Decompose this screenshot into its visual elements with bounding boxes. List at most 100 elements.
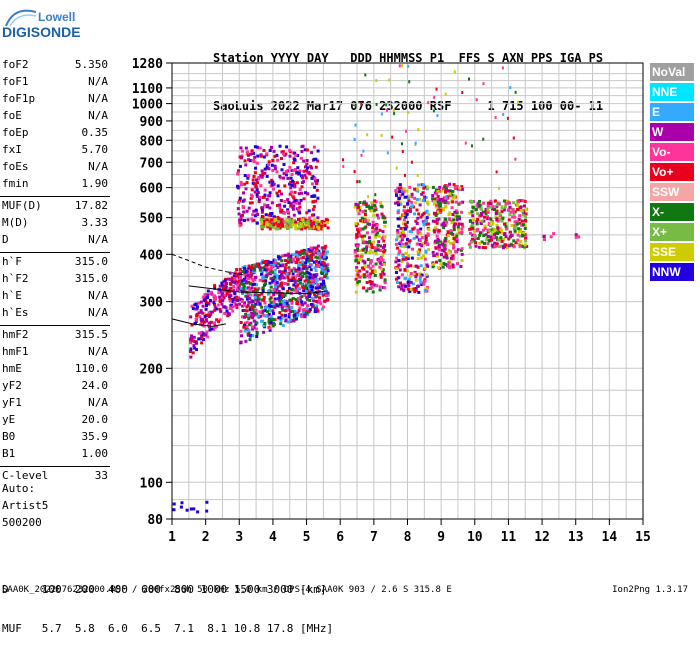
data-point xyxy=(277,220,281,224)
data-point xyxy=(512,245,516,249)
data-point xyxy=(199,300,203,304)
data-point xyxy=(406,264,410,268)
data-point xyxy=(446,196,450,200)
param-row-mufd: MUF(D) 17.82 xyxy=(0,199,110,216)
data-point xyxy=(403,277,407,281)
data-point xyxy=(283,204,287,208)
data-point xyxy=(290,269,294,273)
cluster-mid xyxy=(353,199,387,294)
data-point xyxy=(270,163,274,167)
data-point xyxy=(230,289,234,293)
param-row-fmin: fmin 1.90 xyxy=(0,177,110,194)
data-point xyxy=(255,332,259,336)
data-point xyxy=(317,249,321,253)
data-point xyxy=(425,187,429,191)
data-point xyxy=(542,234,546,238)
data-point xyxy=(400,236,404,240)
data-point xyxy=(285,272,289,276)
data-point xyxy=(448,218,452,222)
data-point xyxy=(278,270,282,274)
data-point xyxy=(274,259,278,262)
data-point xyxy=(261,224,265,228)
data-point xyxy=(494,212,498,216)
data-point xyxy=(243,290,247,294)
data-point xyxy=(310,246,314,250)
data-point xyxy=(431,219,435,223)
data-point xyxy=(513,226,517,230)
data-point xyxy=(292,275,296,279)
data-point xyxy=(252,218,256,222)
data-point xyxy=(295,289,299,293)
data-point xyxy=(422,186,426,190)
data-point xyxy=(283,153,287,157)
data-point xyxy=(326,298,330,301)
data-point xyxy=(325,218,329,222)
data-point xyxy=(227,277,230,281)
data-point xyxy=(314,286,318,290)
data-point xyxy=(303,256,307,260)
data-point xyxy=(286,260,290,264)
data-point xyxy=(261,175,264,179)
data-point xyxy=(418,242,422,246)
data-point xyxy=(490,232,494,236)
data-point xyxy=(383,235,387,239)
data-point xyxy=(305,278,309,282)
data-point xyxy=(519,208,523,212)
data-point xyxy=(356,247,359,251)
data-point xyxy=(288,268,292,272)
data-point xyxy=(312,225,315,229)
data-point xyxy=(222,305,226,309)
data-point xyxy=(310,288,314,292)
data-point xyxy=(295,317,298,321)
data-point xyxy=(424,196,428,200)
data-point xyxy=(232,290,236,294)
data-point xyxy=(205,303,208,307)
data-point xyxy=(243,323,246,327)
data-point xyxy=(247,277,250,281)
data-point xyxy=(291,220,295,224)
data-point xyxy=(288,224,292,228)
data-point xyxy=(269,219,272,223)
data-point xyxy=(306,248,310,251)
data-point xyxy=(455,185,459,188)
data-point xyxy=(267,160,271,164)
data-point xyxy=(266,166,270,170)
data-point xyxy=(204,299,208,303)
data-point xyxy=(282,301,286,304)
data-point xyxy=(247,264,251,268)
data-point xyxy=(288,255,292,259)
data-point xyxy=(414,143,417,146)
data-point xyxy=(197,311,201,315)
data-point xyxy=(476,205,480,209)
data-point xyxy=(433,199,436,203)
data-point xyxy=(508,235,512,239)
data-point xyxy=(284,300,288,303)
data-point xyxy=(236,273,240,277)
data-point xyxy=(253,304,257,308)
cluster-f10 xyxy=(468,199,529,250)
data-point xyxy=(402,189,406,193)
data-point xyxy=(276,304,280,308)
data-point xyxy=(213,325,217,329)
data-point xyxy=(294,222,298,226)
data-point xyxy=(315,304,319,308)
data-point xyxy=(243,270,247,274)
data-point xyxy=(444,199,448,203)
data-point xyxy=(452,224,456,228)
data-point xyxy=(306,304,310,307)
data-point xyxy=(262,296,266,299)
data-point xyxy=(444,186,448,190)
data-point xyxy=(207,322,211,326)
data-point xyxy=(279,263,283,267)
data-point xyxy=(194,307,198,311)
data-point xyxy=(205,319,208,323)
data-point xyxy=(456,227,460,231)
data-point xyxy=(282,211,286,215)
data-point xyxy=(497,238,501,242)
data-point xyxy=(425,200,429,204)
y-tick-label: 600 xyxy=(140,182,164,197)
data-point xyxy=(289,319,293,322)
data-point xyxy=(476,237,480,240)
data-point xyxy=(447,217,451,221)
y-tick-label: 700 xyxy=(140,156,164,171)
